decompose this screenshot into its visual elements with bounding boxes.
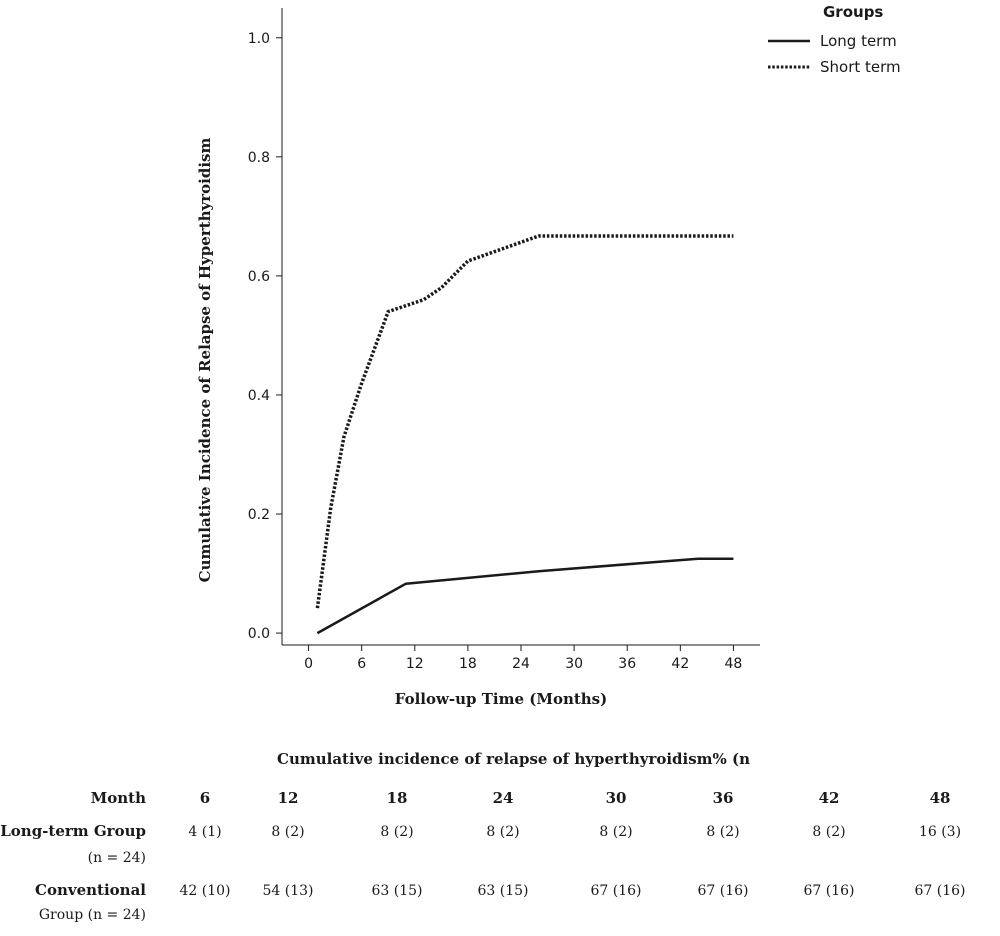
y-tick-label: 0.8	[248, 150, 270, 166]
table-row-label: Conventional	[35, 881, 146, 899]
table-cell: 67 (16)	[914, 883, 966, 899]
table-cell: 4 (1)	[188, 824, 222, 840]
table-header-month: 12	[277, 789, 299, 807]
table-header-month: 18	[386, 789, 408, 807]
x-tick-label: 48	[725, 656, 743, 672]
x-tick-label: 24	[512, 656, 530, 672]
table-cell: 8 (2)	[599, 824, 633, 840]
table-header-month: 42	[818, 789, 840, 807]
x-tick-label: 36	[618, 656, 636, 672]
legend-label-long-term: Long term	[820, 32, 897, 50]
table-row-sublabel: Group (n = 24)	[38, 907, 146, 923]
y-tick-label: 1.0	[248, 31, 270, 47]
series-line-short-term	[315, 234, 734, 609]
table-header-month-label: Month	[90, 789, 146, 807]
table-header-month: 24	[492, 789, 514, 807]
legend-label-short-term: Short term	[820, 58, 901, 76]
table-caption: Cumulative incidence of relapse of hyper…	[277, 750, 751, 768]
legend-title: Groups	[823, 3, 883, 21]
table-header-month: 36	[712, 789, 734, 807]
table-cell: 63 (15)	[371, 883, 423, 899]
table-header-month: 30	[605, 789, 627, 807]
x-tick-label: 0	[304, 656, 313, 672]
y-tick-label: 0.6	[248, 269, 270, 285]
chart-axes: 0.0 0.2 0.4 0.6 0.8 1.0 0 6 12 18 24 30 36 42 48	[248, 8, 760, 672]
table-cell: 16 (3)	[918, 824, 962, 840]
y-tick-label: 0.0	[248, 626, 270, 642]
table-cell: 63 (15)	[477, 883, 529, 899]
table-cell: 54 (13)	[262, 883, 314, 899]
chart-series-layer	[315, 234, 734, 635]
table-cell: 42 (10)	[179, 883, 231, 899]
relapse-incidence-chart: 0.0 0.2 0.4 0.6 0.8 1.0 0 6 12 18 24 30 36 42 48 Cumul…	[196, 3, 901, 708]
x-axis-title: Follow-up Time (Months)	[395, 690, 607, 708]
table-cell: 8 (2)	[812, 824, 846, 840]
table-cell: 67 (16)	[803, 883, 855, 899]
table-cell: 8 (2)	[380, 824, 414, 840]
x-tick-label: 18	[459, 656, 477, 672]
x-tick-label: 42	[671, 656, 689, 672]
table-cell: 67 (16)	[590, 883, 642, 899]
table-cell: 8 (2)	[271, 824, 305, 840]
y-tick-label: 0.2	[248, 507, 270, 523]
x-tick-label: 6	[357, 656, 366, 672]
x-tick-label: 30	[565, 656, 583, 672]
table-header-month: 48	[929, 789, 951, 807]
series-line-long-term	[316, 557, 734, 635]
y-tick-label: 0.4	[248, 388, 270, 404]
x-tick-label: 12	[406, 656, 424, 672]
chart-legend: Groups Long term Short term	[768, 3, 901, 76]
table-cell: 67 (16)	[697, 883, 749, 899]
table-row-label: Long-term Group	[0, 822, 146, 840]
table-header-month: 6	[199, 789, 211, 807]
table-cell: 8 (2)	[706, 824, 740, 840]
table-row-sublabel: (n = 24)	[87, 850, 146, 866]
y-axis-title: Cumulative Incidence of Relapse of Hyper…	[196, 138, 214, 583]
table-cell: 8 (2)	[486, 824, 520, 840]
